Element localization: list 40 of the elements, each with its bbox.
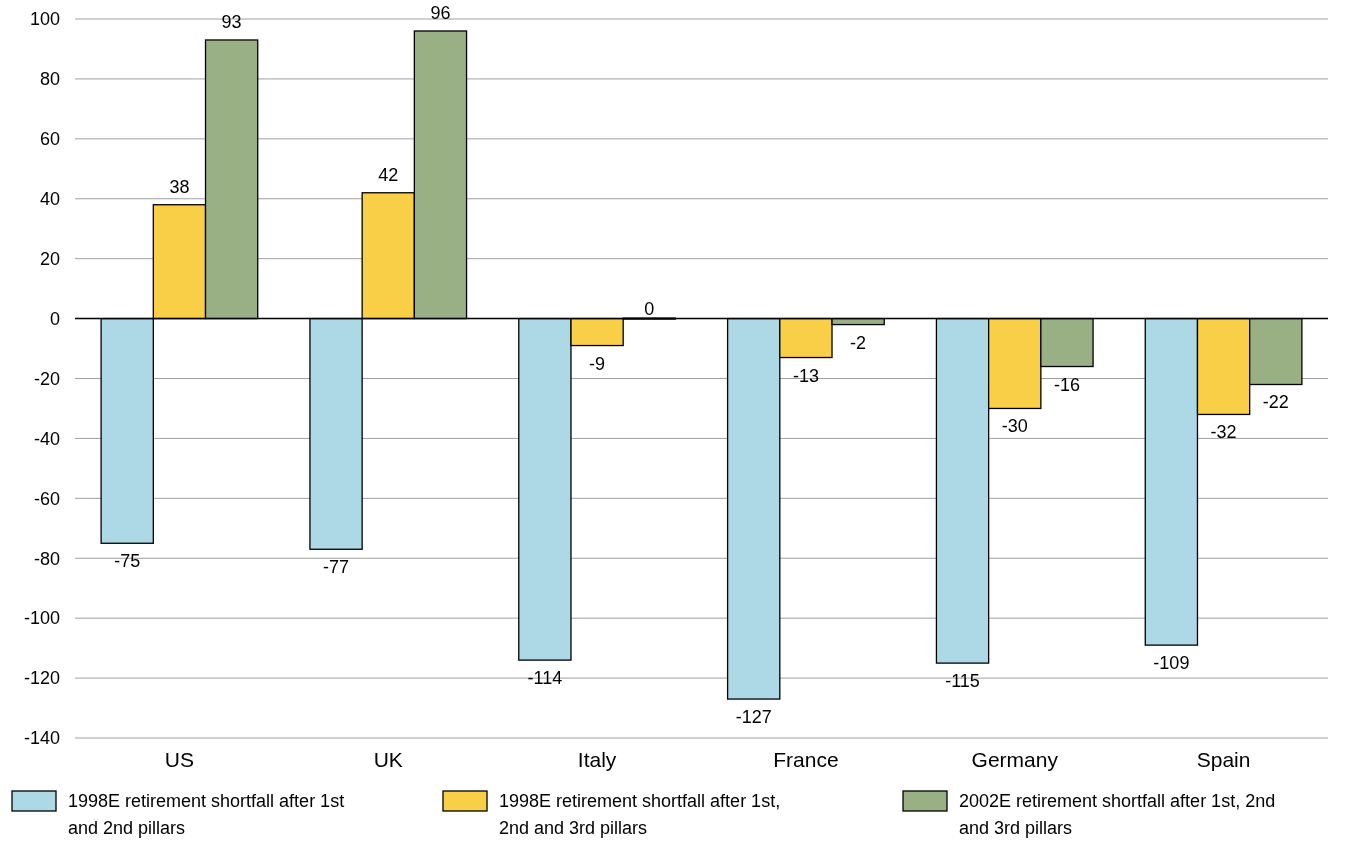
- x-tick-label: Germany: [971, 748, 1059, 772]
- legend-label: 1998E retirement shortfall after 1st and 2nd pillars: [68, 791, 345, 838]
- x-tick-label: France: [773, 748, 839, 772]
- y-tick-label: -60: [33, 488, 60, 509]
- y-tick-label: 40: [39, 189, 60, 210]
- data-label: -77: [323, 557, 350, 578]
- data-label: -16: [1053, 374, 1080, 395]
- data-label: -22: [1262, 392, 1289, 413]
- x-tick-label: Spain: [1196, 748, 1251, 772]
- data-label: 93: [221, 11, 242, 32]
- x-tick-label: US: [164, 748, 195, 772]
- y-tick-label: 20: [39, 248, 60, 269]
- data-label: -32: [1210, 422, 1237, 443]
- y-tick-label: 100: [29, 9, 60, 30]
- y-tick-label: 60: [39, 129, 60, 150]
- x-tick-label: Italy: [577, 748, 617, 772]
- y-tick-label: -40: [33, 428, 60, 449]
- data-label: -127: [735, 707, 772, 728]
- legend-label: 2002E retirement shortfall after 1st, 2nd and 3rd pillars: [959, 791, 1276, 838]
- y-tick-label: -80: [33, 548, 60, 569]
- data-label: -9: [589, 353, 606, 374]
- y-tick-label: -100: [23, 608, 60, 629]
- data-label: -114: [527, 668, 563, 689]
- data-label: -75: [114, 551, 141, 572]
- x-tick-label: UK: [373, 748, 403, 772]
- data-label: 42: [378, 164, 399, 185]
- data-label: -109: [1153, 653, 1190, 674]
- data-label: 0: [644, 298, 655, 319]
- y-tick-label: 0: [49, 308, 60, 329]
- data-label: -30: [1001, 416, 1028, 437]
- y-tick-label: -120: [23, 668, 60, 689]
- legend-label: 1998E retirement shortfall after 1st, 2nd and 3rd pillars: [499, 791, 781, 838]
- y-tick-label: -20: [33, 368, 60, 389]
- data-label: -115: [945, 671, 980, 692]
- y-tick-label: -140: [23, 728, 60, 749]
- data-label: 38: [169, 176, 190, 197]
- data-label: 96: [430, 2, 451, 23]
- y-tick-label: 80: [39, 69, 60, 90]
- data-label: -2: [850, 332, 867, 353]
- data-label: -13: [792, 365, 819, 386]
